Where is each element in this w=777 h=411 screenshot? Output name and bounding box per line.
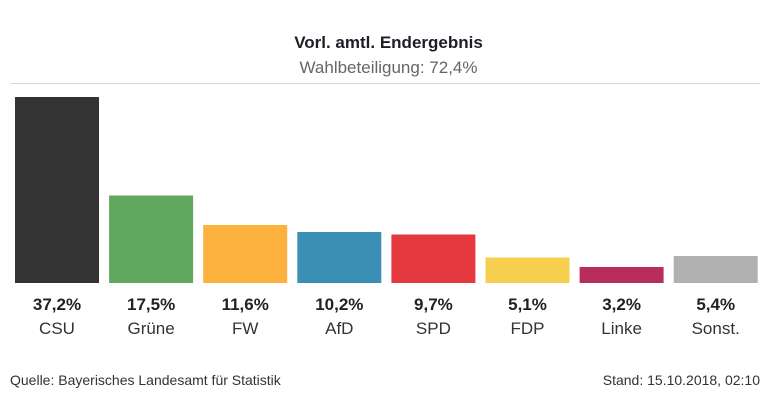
value-label: 10,2% — [315, 295, 363, 314]
category-label: Grüne — [127, 319, 174, 338]
value-label: 11,6% — [222, 295, 269, 314]
divider — [10, 83, 760, 84]
category-label: SPD — [416, 319, 451, 338]
source-note: Quelle: Bayerisches Landesamt für Statis… — [10, 372, 281, 388]
bar-5 — [485, 257, 570, 283]
category-label: FW — [232, 319, 258, 338]
value-label: 3,2% — [602, 295, 641, 314]
value-label: 17,5% — [127, 295, 175, 314]
bar-4 — [391, 234, 476, 283]
bar-6 — [579, 267, 664, 283]
value-label: 37,2% — [33, 295, 81, 314]
chart-subtitle: Wahlbeteiligung: 72,4% — [299, 58, 478, 77]
category-label: Linke — [601, 319, 642, 338]
bar-2 — [203, 225, 288, 283]
value-label: 5,1% — [508, 295, 547, 314]
category-label: FDP — [511, 319, 545, 338]
bar-0 — [15, 97, 99, 283]
category-label: AfD — [325, 319, 353, 338]
category-label: Sonst. — [692, 319, 740, 338]
bar-3 — [297, 232, 382, 283]
timestamp: Stand: 15.10.2018, 02:10 — [602, 372, 760, 388]
bar-7 — [673, 256, 758, 283]
value-label: 9,7% — [414, 295, 453, 314]
bar-chart: 37,2% CSU 17,5% Grüne 11,6% FW 10,2% AfD 9,7% SPD… — [15, 97, 758, 338]
chart-title: Vorl. amtl. Endergebnis — [294, 33, 483, 52]
category-label: CSU — [39, 319, 75, 338]
value-label: 5,4% — [696, 295, 735, 314]
bar-1 — [109, 195, 194, 283]
